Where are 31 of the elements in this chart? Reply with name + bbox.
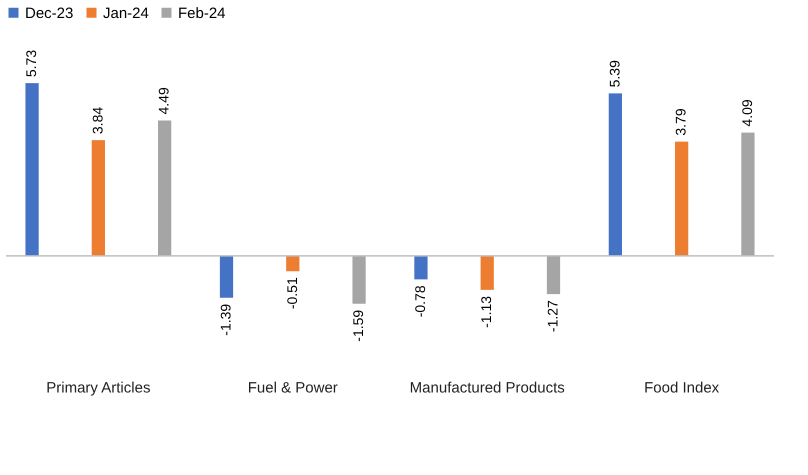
bar bbox=[352, 256, 366, 304]
bar bbox=[741, 132, 755, 256]
data-label: 4.09 bbox=[738, 99, 755, 127]
data-label: -1.39 bbox=[218, 304, 234, 336]
data-label: 5.39 bbox=[606, 60, 622, 88]
data-label: 4.49 bbox=[156, 87, 172, 115]
bar bbox=[675, 142, 688, 256]
x-tick-label: Food Index bbox=[644, 380, 720, 396]
bar bbox=[25, 83, 39, 256]
data-label: -0.51 bbox=[284, 277, 300, 310]
data-label: -1.13 bbox=[478, 296, 494, 328]
data-label: 5.73 bbox=[23, 50, 40, 78]
bar bbox=[546, 256, 560, 294]
bar bbox=[158, 120, 172, 256]
bar bbox=[414, 256, 428, 280]
bar bbox=[480, 256, 494, 290]
legend-label: Jan-24 bbox=[103, 4, 149, 22]
data-label: -1.59 bbox=[350, 310, 366, 342]
bar bbox=[92, 140, 105, 256]
x-tick-label: Fuel & Power bbox=[248, 380, 338, 396]
bar bbox=[608, 93, 622, 256]
data-label: 3.79 bbox=[672, 108, 689, 136]
legend-label: Dec-23 bbox=[25, 4, 74, 22]
data-label: -1.27 bbox=[544, 300, 560, 332]
x-tick-label: Manufactured Products bbox=[410, 380, 565, 396]
data-label: 3.84 bbox=[89, 106, 106, 134]
bar bbox=[220, 256, 234, 298]
bar bbox=[286, 256, 300, 272]
x-tick-label: Primary Articles bbox=[46, 380, 150, 396]
data-label: -0.78 bbox=[412, 285, 428, 318]
legend-label: Feb-24 bbox=[178, 4, 226, 22]
